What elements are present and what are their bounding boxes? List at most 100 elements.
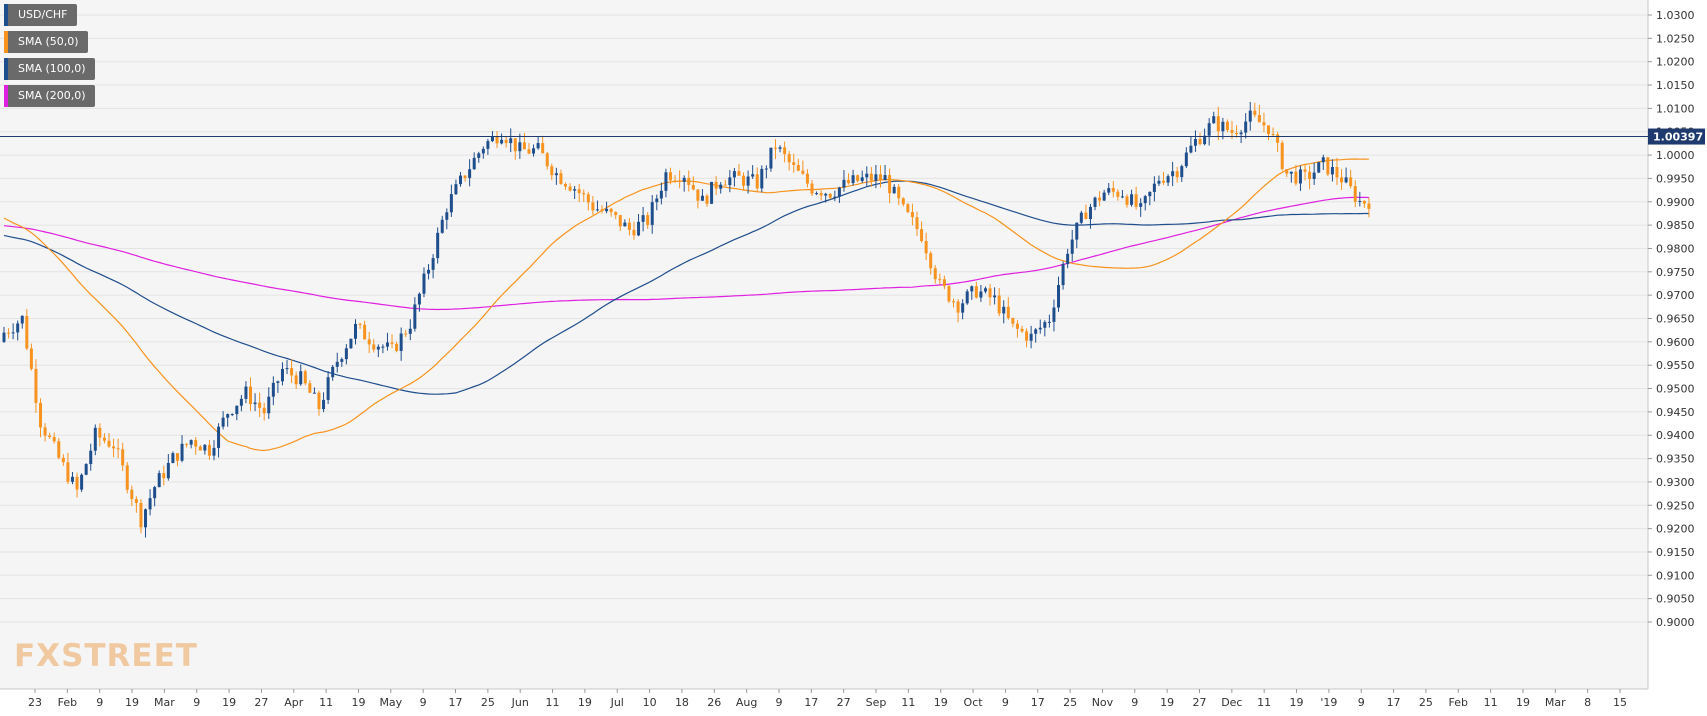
x-tick-label: 8: [1584, 696, 1591, 709]
candle: [221, 411, 225, 430]
candle: [16, 320, 20, 341]
candle: [595, 200, 599, 212]
x-tick-label: 23: [28, 696, 42, 709]
candle: [11, 323, 15, 340]
x-tick-label: 19: [125, 696, 139, 709]
candle: [1166, 174, 1170, 187]
candle: [61, 454, 65, 466]
candle: [970, 285, 974, 300]
candle: [344, 344, 348, 365]
legend-label: SMA (200,0): [18, 89, 86, 102]
candle: [112, 438, 116, 458]
candle: [1212, 111, 1216, 124]
candle: [404, 329, 408, 338]
candle: [805, 169, 809, 188]
candle: [842, 170, 846, 192]
candle: [477, 151, 481, 163]
x-tick-label: Feb: [1449, 696, 1468, 709]
x-tick-label: 18: [675, 696, 689, 709]
candle: [1102, 189, 1106, 202]
candle: [568, 183, 572, 192]
candle: [696, 189, 700, 209]
legend-item[interactable]: SMA (50,0): [4, 31, 88, 53]
candle: [1180, 164, 1184, 183]
candle: [1235, 125, 1239, 138]
candle: [390, 334, 394, 349]
candle: [810, 179, 814, 197]
candle: [93, 424, 97, 456]
candle: [1303, 163, 1307, 181]
candle: [1143, 194, 1147, 211]
legend-item[interactable]: SMA (200,0): [4, 85, 95, 107]
x-tick-label: 9: [420, 696, 427, 709]
candle: [180, 435, 184, 463]
candle: [1330, 159, 1334, 182]
candle: [226, 413, 230, 427]
sma-50-line: [3, 158, 1369, 452]
legend-swatch: [4, 58, 8, 80]
candle: [1340, 169, 1344, 190]
x-tick-label: 9: [1358, 696, 1365, 709]
y-tick-label: 0.9050: [1656, 593, 1695, 606]
candle: [1075, 222, 1079, 249]
candle: [235, 405, 239, 421]
candle: [760, 165, 764, 193]
candle: [769, 147, 773, 172]
candle: [655, 194, 659, 211]
candle: [317, 390, 321, 416]
candle: [459, 172, 462, 187]
x-tick-label: 19: [578, 696, 592, 709]
candle: [331, 364, 335, 381]
candle: [1193, 130, 1197, 152]
candle: [942, 275, 946, 290]
candle: [1294, 164, 1298, 186]
x-tick-label: Mar: [1545, 696, 1566, 709]
candle: [1148, 191, 1152, 206]
y-tick-label: 0.9750: [1656, 266, 1695, 279]
candle: [449, 184, 453, 217]
candle: [153, 485, 157, 507]
candle: [920, 221, 924, 243]
legend-item[interactable]: USD/CHF: [4, 4, 77, 26]
candle: [796, 158, 800, 172]
candle: [1002, 300, 1006, 324]
candle: [778, 145, 782, 153]
legend-item[interactable]: SMA (100,0): [4, 58, 95, 80]
candle: [1116, 189, 1120, 201]
candle: [532, 144, 536, 157]
candle: [664, 168, 668, 198]
x-tick-label: '19: [1320, 696, 1337, 709]
y-tick-label: 1.0150: [1656, 79, 1695, 92]
candle: [979, 284, 983, 302]
candle: [865, 166, 869, 187]
candle: [678, 170, 682, 189]
x-tick-label: 15: [1613, 696, 1627, 709]
x-tick-label: 27: [837, 696, 851, 709]
y-tick-label: 0.9300: [1656, 476, 1695, 489]
candle: [148, 489, 152, 516]
candle: [559, 169, 563, 185]
candle: [1070, 229, 1074, 262]
candle: [271, 376, 275, 406]
candle: [933, 265, 937, 284]
candle: [84, 463, 88, 476]
candle: [1189, 136, 1193, 154]
candle: [1308, 165, 1312, 190]
candle: [710, 181, 714, 205]
candle: [258, 392, 262, 417]
candle: [783, 141, 787, 163]
candle: [536, 136, 540, 150]
candle: [1262, 112, 1266, 133]
x-tick-label: Feb: [58, 696, 77, 709]
candle: [764, 165, 768, 179]
candle: [239, 394, 243, 412]
y-tick-label: 0.9200: [1656, 523, 1695, 536]
x-tick-label: 11: [319, 696, 333, 709]
x-tick-label: Oct: [964, 696, 984, 709]
candle: [399, 327, 403, 361]
sma-200-line: [3, 196, 1369, 311]
candle: [1171, 161, 1175, 187]
y-tick-label: 0.9650: [1656, 313, 1695, 326]
x-tick-label: 25: [1419, 696, 1433, 709]
legend-swatch: [4, 85, 8, 107]
